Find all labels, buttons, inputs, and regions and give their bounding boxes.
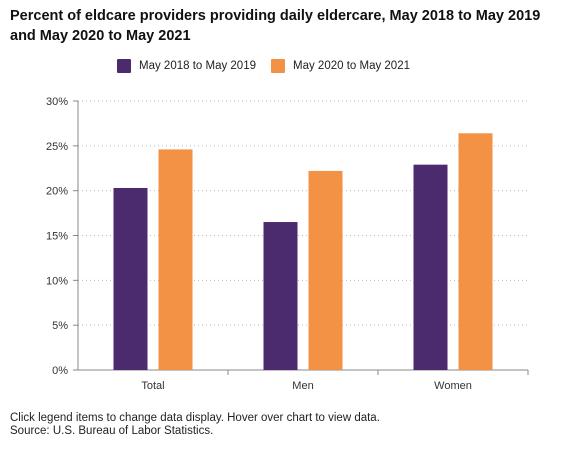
y-tick-label: 5%	[52, 320, 68, 332]
y-tick-label: 25%	[46, 141, 68, 153]
legend-label-series-2: May 2020 to May 2021	[293, 60, 410, 72]
bar-women-series-1[interactable]	[413, 164, 448, 370]
chart-title: Percent of eldcare providers providing d…	[10, 8, 541, 44]
source-note: Source: U.S. Bureau of Labor Statistics.	[10, 425, 214, 437]
legend-swatch-series-1	[117, 59, 131, 73]
y-tick-label: 0%	[52, 365, 68, 377]
bar-chart: 0% 5% 10% 15% 20% 25% 30% Total Men Women	[46, 96, 529, 392]
legend-swatch-series-2	[271, 59, 285, 73]
x-tick-label: Total	[141, 380, 164, 392]
footer: Click legend items to change data displa…	[10, 412, 380, 438]
bar-total-series-1[interactable]	[113, 187, 148, 370]
y-tick-label: 15%	[46, 231, 68, 243]
y-tick-label: 10%	[46, 275, 68, 287]
x-tick-label: Men	[292, 380, 313, 392]
bar-total-series-2[interactable]	[158, 149, 193, 370]
legend-item-series-2[interactable]: May 2020 to May 2021	[271, 56, 410, 76]
x-tick-label: Women	[434, 380, 472, 392]
legend-label-series-1: May 2018 to May 2019	[139, 60, 256, 72]
legend-item-series-1[interactable]: May 2018 to May 2019	[117, 56, 256, 76]
y-tick-label: 20%	[46, 186, 68, 198]
bar-women-series-2[interactable]	[458, 133, 493, 370]
y-tick-label: 30%	[46, 96, 68, 108]
footer-note: Click legend items to change data displa…	[10, 412, 380, 424]
bar-men-series-1[interactable]	[263, 222, 298, 370]
legend: May 2018 to May 2019 May 2020 to May 202…	[0, 56, 580, 76]
bar-men-series-2[interactable]	[308, 170, 343, 370]
